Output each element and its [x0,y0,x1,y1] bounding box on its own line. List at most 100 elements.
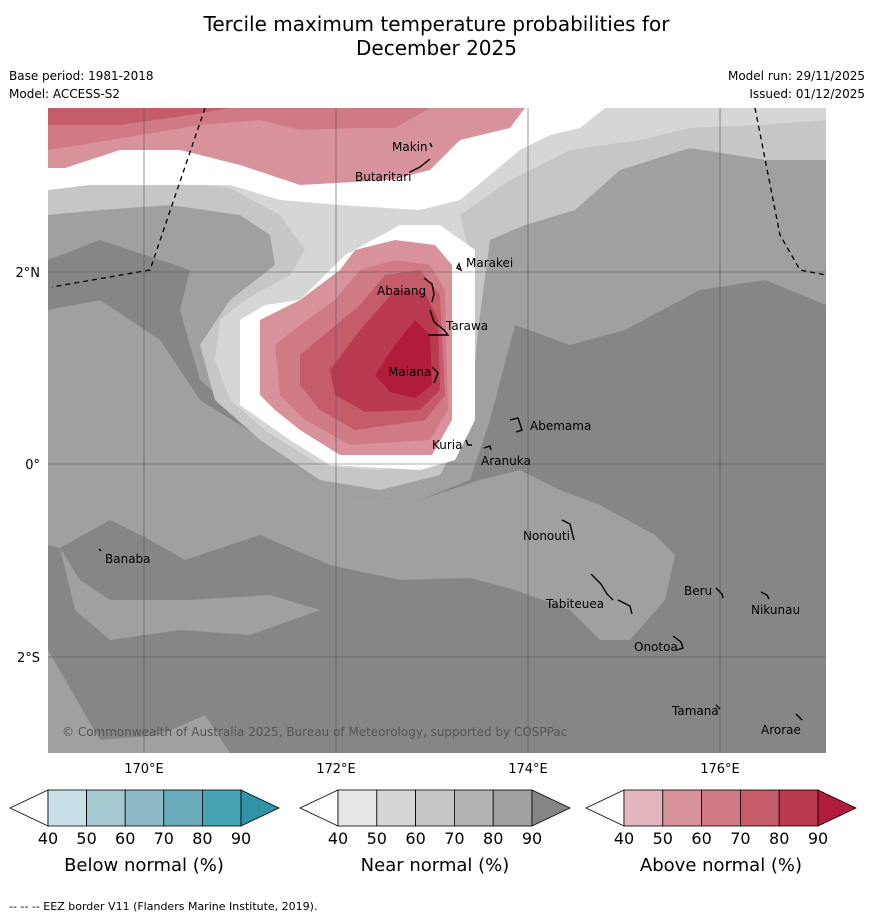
label-nikunau: Nikunau [751,603,800,617]
cb-below-tick-90: 90 [231,829,251,848]
island-abemama [509,417,523,433]
cb-below-tick-60: 60 [115,829,135,848]
label-marakei: Marakei [466,256,513,270]
map-title: Tercile maximum temperature probabilitie… [0,12,873,60]
graticule [48,108,826,753]
label-beru: Beru [684,584,712,598]
lat-label-2n: 2°N [16,266,41,281]
cb-below-seg-4 [163,789,203,827]
cb-above-tick-70: 70 [730,829,750,848]
cb-below-tick-80: 80 [192,829,212,848]
issued-date: Issued: 01/12/2025 [749,87,865,101]
cb-below-tick-40: 40 [38,829,58,848]
cb-above-right-arrow [817,789,857,827]
island-tamana [715,704,721,710]
lon-label-170e: 170°E [124,762,164,777]
label-arorae: Arorae [761,723,801,737]
label-kuria: Kuria [432,438,463,452]
lon-label-174e: 174°E [508,762,548,777]
cb-below-seg-5 [201,789,242,827]
cb-near-tick-70: 70 [444,829,464,848]
island-butaritari [409,158,431,173]
title-line-1: Tercile maximum temperature probabilitie… [203,12,670,36]
island-aranuka [483,445,492,451]
colorbar-near: 40 50 60 70 80 90 Near normal (%) [299,789,571,876]
cb-below-tick-70: 70 [154,829,174,848]
label-onotoa: Onotoa [634,640,678,654]
cb-above-label: Above normal (%) [640,855,802,876]
meta-left: Base period: 1981-2018 Model: ACCESS-S2 [9,67,154,103]
island-tabiteuea [590,573,633,615]
island-nonouti [561,519,575,541]
cb-near-label: Near normal (%) [361,855,510,876]
cb-near-tick-60: 60 [405,829,425,848]
lat-label-2s: 2°S [17,651,40,666]
label-makin: Makin [392,140,428,154]
cb-near-seg-2 [376,789,416,827]
cb-below-seg-1 [47,789,87,827]
model-name: Model: ACCESS-S2 [9,87,121,101]
cb-below-seg-2 [86,789,126,827]
lon-label-172e: 172°E [316,762,356,777]
island-maiana [431,366,439,384]
map-field: Makin Butaritari Marakei Abaiang Tarawa … [48,108,826,753]
cb-near-left-arrow [299,789,339,827]
cb-below-left-arrow [9,789,49,827]
cb-above-seg-2 [662,789,702,827]
label-butaritari: Butaritari [355,170,412,184]
eez-footer-note: -- -- -- EEZ border V11 (Flanders Marine… [9,900,318,913]
cb-near-seg-5 [492,789,533,827]
islands [98,142,803,721]
north-above-60-70 [48,108,230,125]
label-nonouti: Nonouti [523,529,570,543]
island-banaba [98,548,102,552]
cb-near-seg-1 [337,789,378,827]
cb-above-tick-90: 90 [808,829,828,848]
cb-near-tick-80: 80 [483,829,503,848]
cb-below-label: Below normal (%) [64,855,224,876]
cb-above-seg-1 [623,789,664,827]
base-period: Base period: 1981-2018 [9,69,154,83]
cb-above-tick-50: 50 [653,829,673,848]
colorbar-below: 40 50 60 70 80 90 Below normal (%) [9,789,280,876]
copyright-notice: © Commonwealth of Australia 2025, Bureau… [62,725,567,739]
colorbars: 40 50 60 70 80 90 Below normal (%) 40 50… [9,789,857,876]
colorbar-above: 40 50 60 70 80 90 Above normal (%) [585,789,857,876]
eez-border [51,108,826,288]
island-nikunau [760,591,770,600]
place-labels: Makin Butaritari Marakei Abaiang Tarawa … [105,140,801,737]
island-kuria [465,439,472,446]
cb-near-seg-4 [453,789,494,827]
island-beru [715,587,724,599]
title-line-2: December 2025 [356,36,517,60]
label-aranuka: Aranuka [481,454,531,468]
cb-near-tick-40: 40 [328,829,348,848]
island-makin [429,142,433,148]
model-run: Model run: 29/11/2025 [727,69,865,83]
label-tamana: Tamana [671,704,719,718]
cb-near-right-arrow [531,789,571,827]
island-tarawa [428,309,450,336]
island-marakei [456,262,463,272]
label-tabiteuea: Tabiteuea [545,597,604,611]
meta-right: Model run: 29/11/2025 Issued: 01/12/2025 [728,67,865,103]
above-80-90-blob [375,320,432,398]
island-arorae [795,713,803,721]
cb-above-tick-80: 80 [769,829,789,848]
cb-above-seg-3 [701,789,741,827]
lat-label-0: 0° [25,458,40,473]
island-onotoa [672,635,684,651]
label-abaiang: Abaiang [377,284,426,298]
axis-labels: 2°N 0° 2°S 170°E 172°E 174°E 176°E [16,266,740,777]
cb-below-seg-3 [124,789,165,827]
label-maiana: Maiana [388,365,431,379]
cb-near-tick-50: 50 [367,829,387,848]
label-abemama: Abemama [530,419,591,433]
cb-below-right-arrow [240,789,280,827]
cb-near-seg-3 [415,789,455,827]
cb-below-tick-50: 50 [76,829,96,848]
cb-above-seg-5 [778,789,819,827]
cb-above-tick-40: 40 [614,829,634,848]
near-60-70-south [48,300,675,640]
